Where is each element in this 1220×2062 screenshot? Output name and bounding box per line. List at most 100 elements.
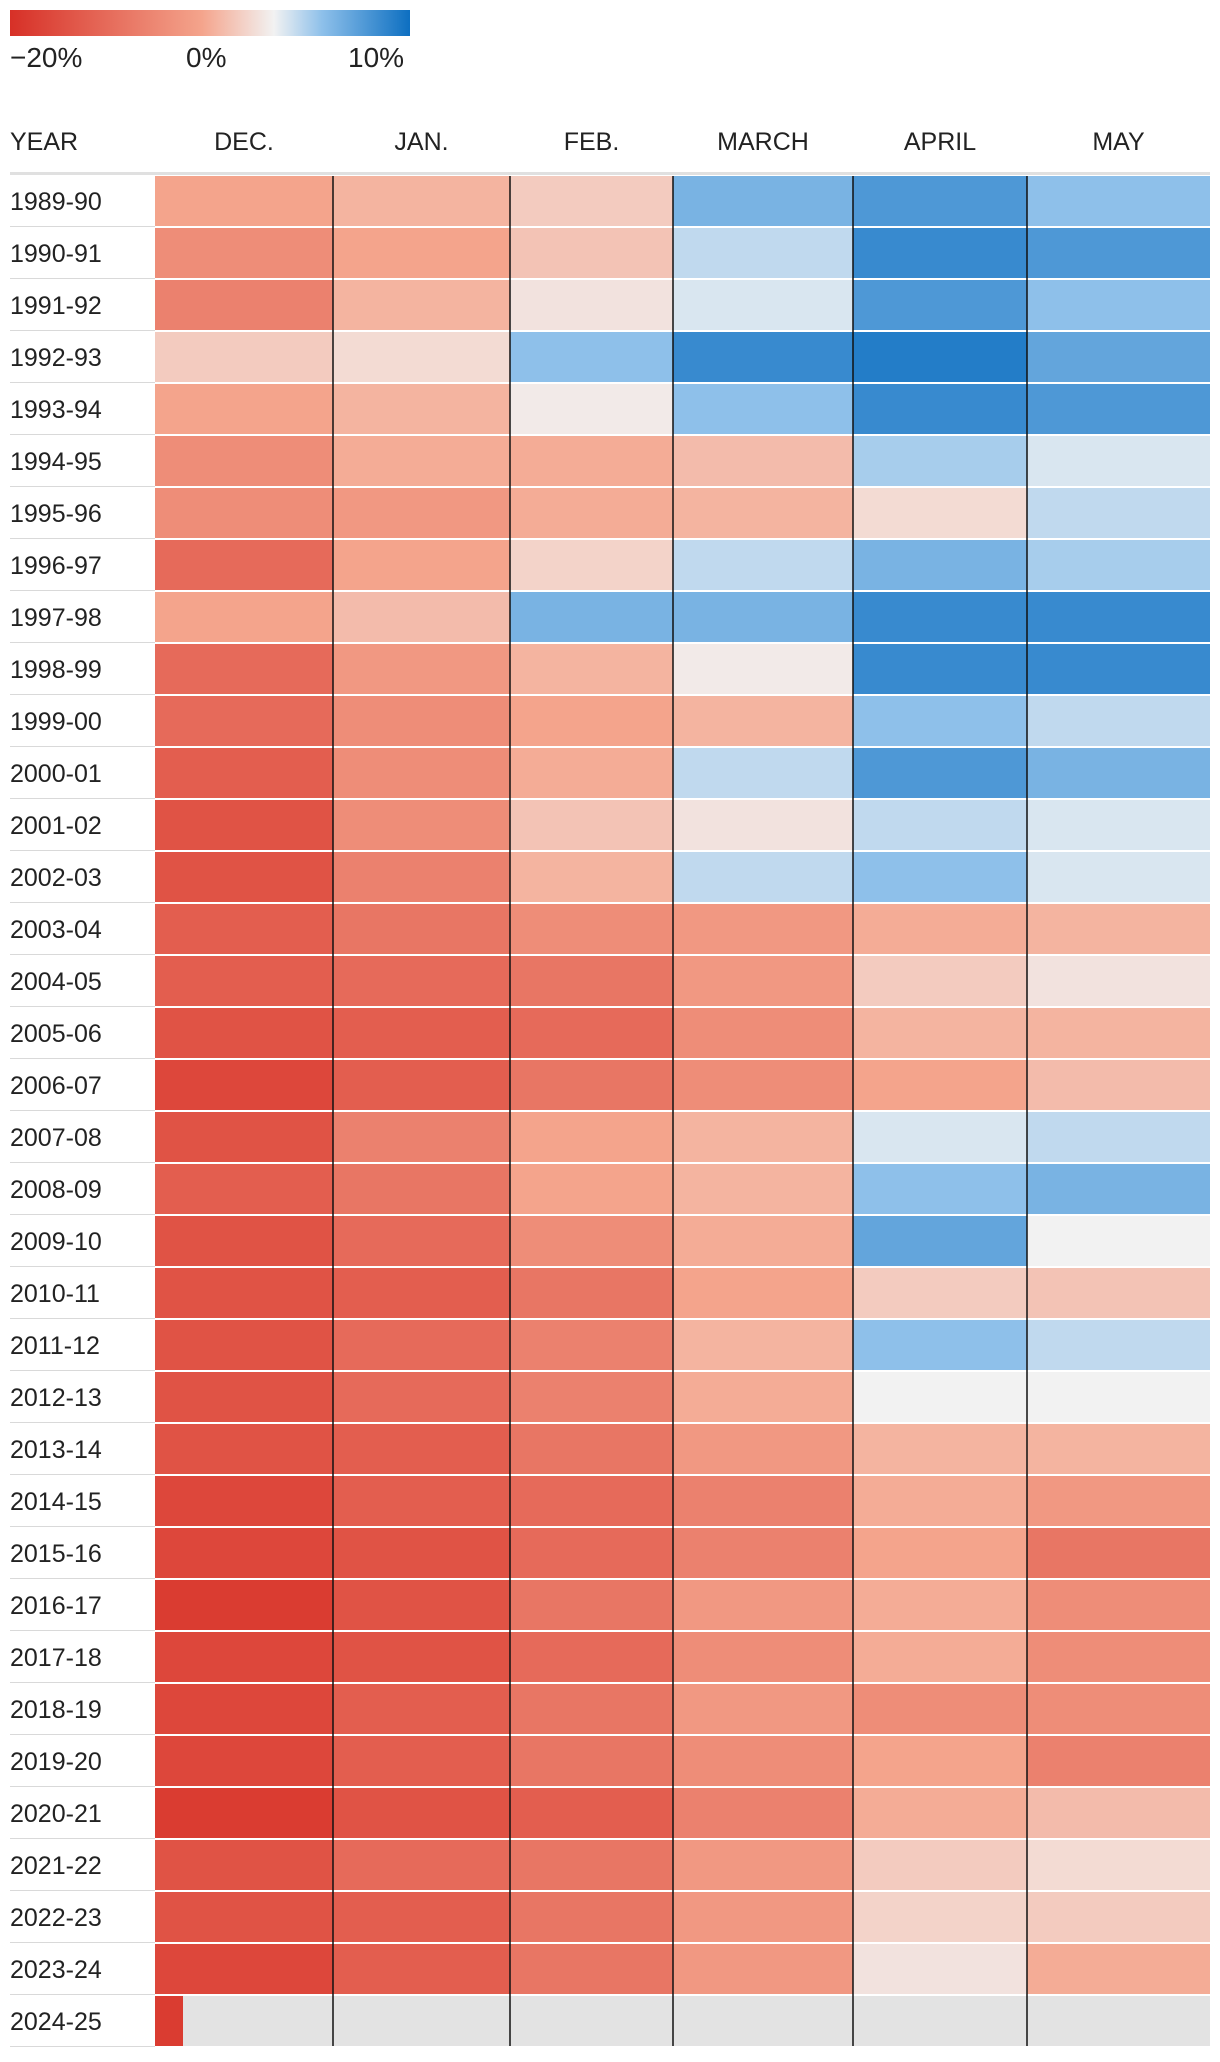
heatmap-cell [155, 1008, 333, 1058]
month-label: JAN. [394, 128, 449, 156]
heatmap-cell [1027, 956, 1210, 1006]
legend-color-ramp [10, 10, 410, 36]
row-separator [10, 954, 155, 955]
heatmap-cell [155, 436, 333, 486]
heatmap-cell [1027, 1892, 1210, 1942]
heatmap-cell [1027, 384, 1210, 434]
heatmap-cell [673, 488, 853, 538]
heatmap-cell [1027, 176, 1210, 226]
heatmap-cell [155, 1632, 333, 1682]
heatmap-cell [155, 1060, 333, 1110]
year-row-label: 2010-11 [10, 1280, 100, 1308]
heatmap-cell [510, 1320, 673, 1370]
row-separator [10, 1422, 155, 1423]
heatmap-cell [673, 1424, 853, 1474]
heatmap-cell [333, 1944, 510, 1994]
heatmap-cell [333, 1112, 510, 1162]
heatmap-cell [510, 384, 673, 434]
heatmap-cell [1027, 228, 1210, 278]
row-separator [10, 1578, 155, 1579]
year-row-label: 1998-99 [10, 656, 102, 684]
heatmap-cell [673, 436, 853, 486]
heatmap-cell [853, 1424, 1027, 1474]
heatmap-cell [673, 1996, 853, 2046]
heatmap-cell [333, 540, 510, 590]
heatmap-cell [155, 1840, 333, 1890]
heatmap-cell [333, 1788, 510, 1838]
heatmap-cell [853, 540, 1027, 590]
heatmap-cell [1027, 1736, 1210, 1786]
heatmap-cell [510, 1580, 673, 1630]
heatmap-cell [673, 384, 853, 434]
heatmap-cell [155, 800, 333, 850]
row-separator [10, 798, 155, 799]
heatmap-cell [155, 1944, 333, 1994]
heatmap-cell [1027, 1112, 1210, 1162]
heatmap-cell [333, 1528, 510, 1578]
color-legend: −20% 0% 10% [10, 10, 410, 73]
heatmap-cell [510, 488, 673, 538]
heatmap-cell [155, 332, 333, 382]
heatmap-cell [853, 696, 1027, 746]
heatmap-cell [510, 1528, 673, 1578]
heatmap-cell [333, 592, 510, 642]
heatmap-cell [333, 1736, 510, 1786]
heatmap-cell [333, 644, 510, 694]
heatmap-cell [510, 280, 673, 330]
heatmap-cell [1027, 1684, 1210, 1734]
heatmap-cell [673, 748, 853, 798]
row-separator [10, 1630, 155, 1631]
heatmap-cell [1027, 1268, 1210, 1318]
heatmap-cell [510, 1008, 673, 1058]
year-row-label: 2020-21 [10, 1800, 102, 1828]
year-row-label: 2016-17 [10, 1592, 102, 1620]
heatmap-cell [673, 1476, 853, 1526]
heatmap-cell [853, 1684, 1027, 1734]
row-separator [10, 1318, 155, 1319]
heatmap-cell [853, 1788, 1027, 1838]
heatmap-cell [155, 1528, 333, 1578]
year-row-label: 2011-12 [10, 1332, 100, 1360]
heatmap-cell [1027, 904, 1210, 954]
heatmap-cell [510, 1892, 673, 1942]
year-row-label: 2023-24 [10, 1956, 102, 1984]
heatmap-cell [510, 228, 673, 278]
year-row-label: 1999-00 [10, 708, 102, 736]
row-separator [10, 434, 155, 435]
row-separator [10, 746, 155, 747]
heatmap-cell [1027, 1632, 1210, 1682]
heatmap-cell [510, 696, 673, 746]
heatmap-cell [1027, 1320, 1210, 1370]
heatmap-cell [853, 1164, 1027, 1214]
heatmap-cell [510, 1944, 673, 1994]
heatmap-cell [155, 904, 333, 954]
year-row-label: 2003-04 [10, 916, 102, 944]
year-row-label: 2005-06 [10, 1020, 102, 1048]
heatmap-cell [853, 1372, 1027, 1422]
year-row-label: 2004-05 [10, 968, 102, 996]
row-separator [10, 1786, 155, 1787]
year-row-label: 1989-90 [10, 188, 102, 216]
heatmap-cell [853, 1476, 1027, 1526]
heatmap-cell [1027, 1996, 1210, 2046]
heatmap-cell [1027, 1060, 1210, 1110]
year-row-label: 2022-23 [10, 1904, 102, 1932]
heatmap-cell [510, 1996, 673, 2046]
heatmap-cell [853, 1268, 1027, 1318]
heatmap-cell [673, 1112, 853, 1162]
year-row-label: 2013-14 [10, 1436, 102, 1464]
heatmap-cell [853, 644, 1027, 694]
heatmap-cell [853, 1944, 1027, 1994]
heatmap-cell [333, 1268, 510, 1318]
heatmap-cell [1027, 1476, 1210, 1526]
heatmap-cell [333, 1320, 510, 1370]
heatmap-cell [1027, 1424, 1210, 1474]
heatmap-cell [510, 1788, 673, 1838]
heatmap-cell [510, 1840, 673, 1890]
year-row-label: 1991-92 [10, 292, 102, 320]
heatmap-cell [673, 1528, 853, 1578]
heatmap-cell [853, 1216, 1027, 1266]
heatmap-cell [1027, 540, 1210, 590]
heatmap-cell [510, 904, 673, 954]
